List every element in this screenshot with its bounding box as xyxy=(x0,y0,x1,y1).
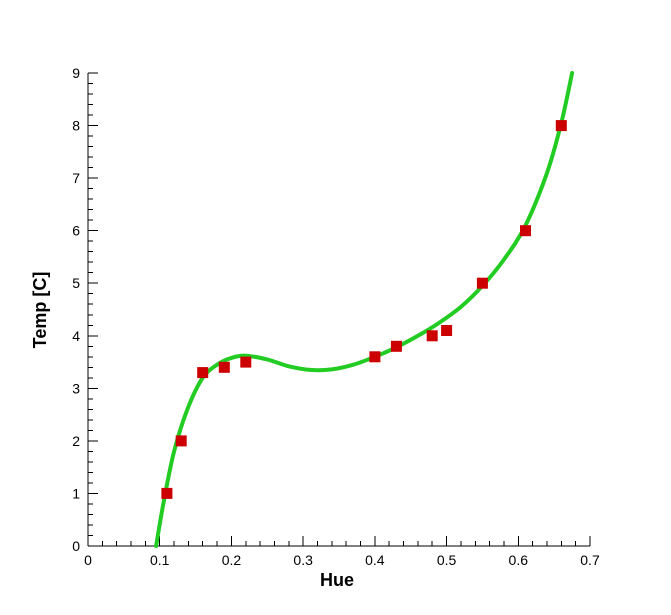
x-tick-label: 0.7 xyxy=(580,552,600,568)
data-point-marker xyxy=(476,277,488,289)
x-tick-label: 0 xyxy=(84,552,92,568)
x-axis-title: Hue xyxy=(320,570,354,590)
data-point-marker xyxy=(426,330,438,342)
data-point-marker xyxy=(161,487,173,499)
y-axis-title: Temp [C] xyxy=(30,272,50,349)
plot-series xyxy=(154,71,575,548)
x-tick-label: 0.3 xyxy=(293,552,313,568)
data-point-marker xyxy=(441,325,453,336)
x-tick-label: 0.2 xyxy=(222,552,242,568)
x-tick-label: 0.6 xyxy=(509,552,529,568)
data-point-marker xyxy=(218,361,230,373)
data-point-marker xyxy=(175,435,187,447)
y-tick-label: 5 xyxy=(72,275,80,291)
data-point-marker xyxy=(240,356,252,368)
y-tick-label: 0 xyxy=(72,538,80,554)
axes xyxy=(87,73,590,547)
y-tick-label: 9 xyxy=(72,65,80,81)
x-tick-label: 0.4 xyxy=(365,552,385,568)
x-tick-label: 0.5 xyxy=(437,552,457,568)
data-point-marker xyxy=(369,351,381,363)
data-point-marker xyxy=(555,120,567,132)
y-tick-label: 6 xyxy=(72,223,80,239)
y-tick-label: 3 xyxy=(72,380,80,396)
y-tick-label: 1 xyxy=(72,485,80,501)
y-tick-label: 4 xyxy=(72,328,80,344)
data-point-marker xyxy=(390,340,402,352)
x-axis-ticks: 0 0.1 0.2 0.3 0.4 0.5 0.6 0.7 xyxy=(84,536,600,568)
x-tick-label: 0.1 xyxy=(150,552,170,568)
y-axis-ticks: 0 1 2 3 4 5 6 7 8 9 xyxy=(72,65,98,554)
y-tick-label: 7 xyxy=(72,170,80,186)
data-point-marker xyxy=(197,367,209,379)
data-point-marker xyxy=(520,225,531,237)
y-tick-label: 2 xyxy=(72,433,80,449)
y-tick-label: 8 xyxy=(72,118,80,134)
fit-curve-line xyxy=(154,71,575,548)
